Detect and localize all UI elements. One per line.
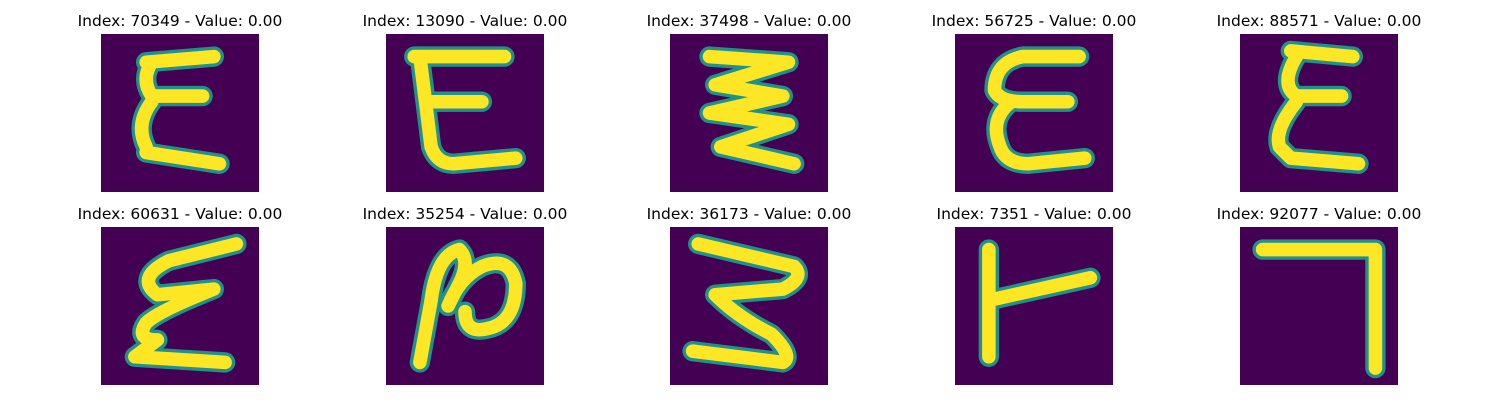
panel-title: Index: 36173 - Value: 0.00 — [646, 205, 852, 223]
panel-title: Index: 92077 - Value: 0.00 — [1216, 205, 1422, 223]
digit-image — [670, 227, 828, 385]
panel-title: Index: 13090 - Value: 0.00 — [362, 12, 568, 30]
panel-title: Index: 56725 - Value: 0.00 — [931, 12, 1137, 30]
panel-title: Index: 60631 - Value: 0.00 — [77, 205, 283, 223]
digit-image — [101, 227, 259, 385]
digit-image — [1240, 34, 1398, 192]
panel-title: Index: 37498 - Value: 0.00 — [646, 12, 852, 30]
digit-image — [955, 34, 1113, 192]
digit-image — [1240, 227, 1398, 385]
panel-title: Index: 7351 - Value: 0.00 — [936, 205, 1132, 223]
panel-title: Index: 88571 - Value: 0.00 — [1216, 12, 1422, 30]
digit-image — [955, 227, 1113, 385]
digit-image — [670, 34, 828, 192]
digit-image — [101, 34, 259, 192]
panel-title: Index: 35254 - Value: 0.00 — [362, 205, 568, 223]
panel-title: Index: 70349 - Value: 0.00 — [77, 12, 283, 30]
digit-image — [386, 34, 544, 192]
digit-image — [386, 227, 544, 385]
